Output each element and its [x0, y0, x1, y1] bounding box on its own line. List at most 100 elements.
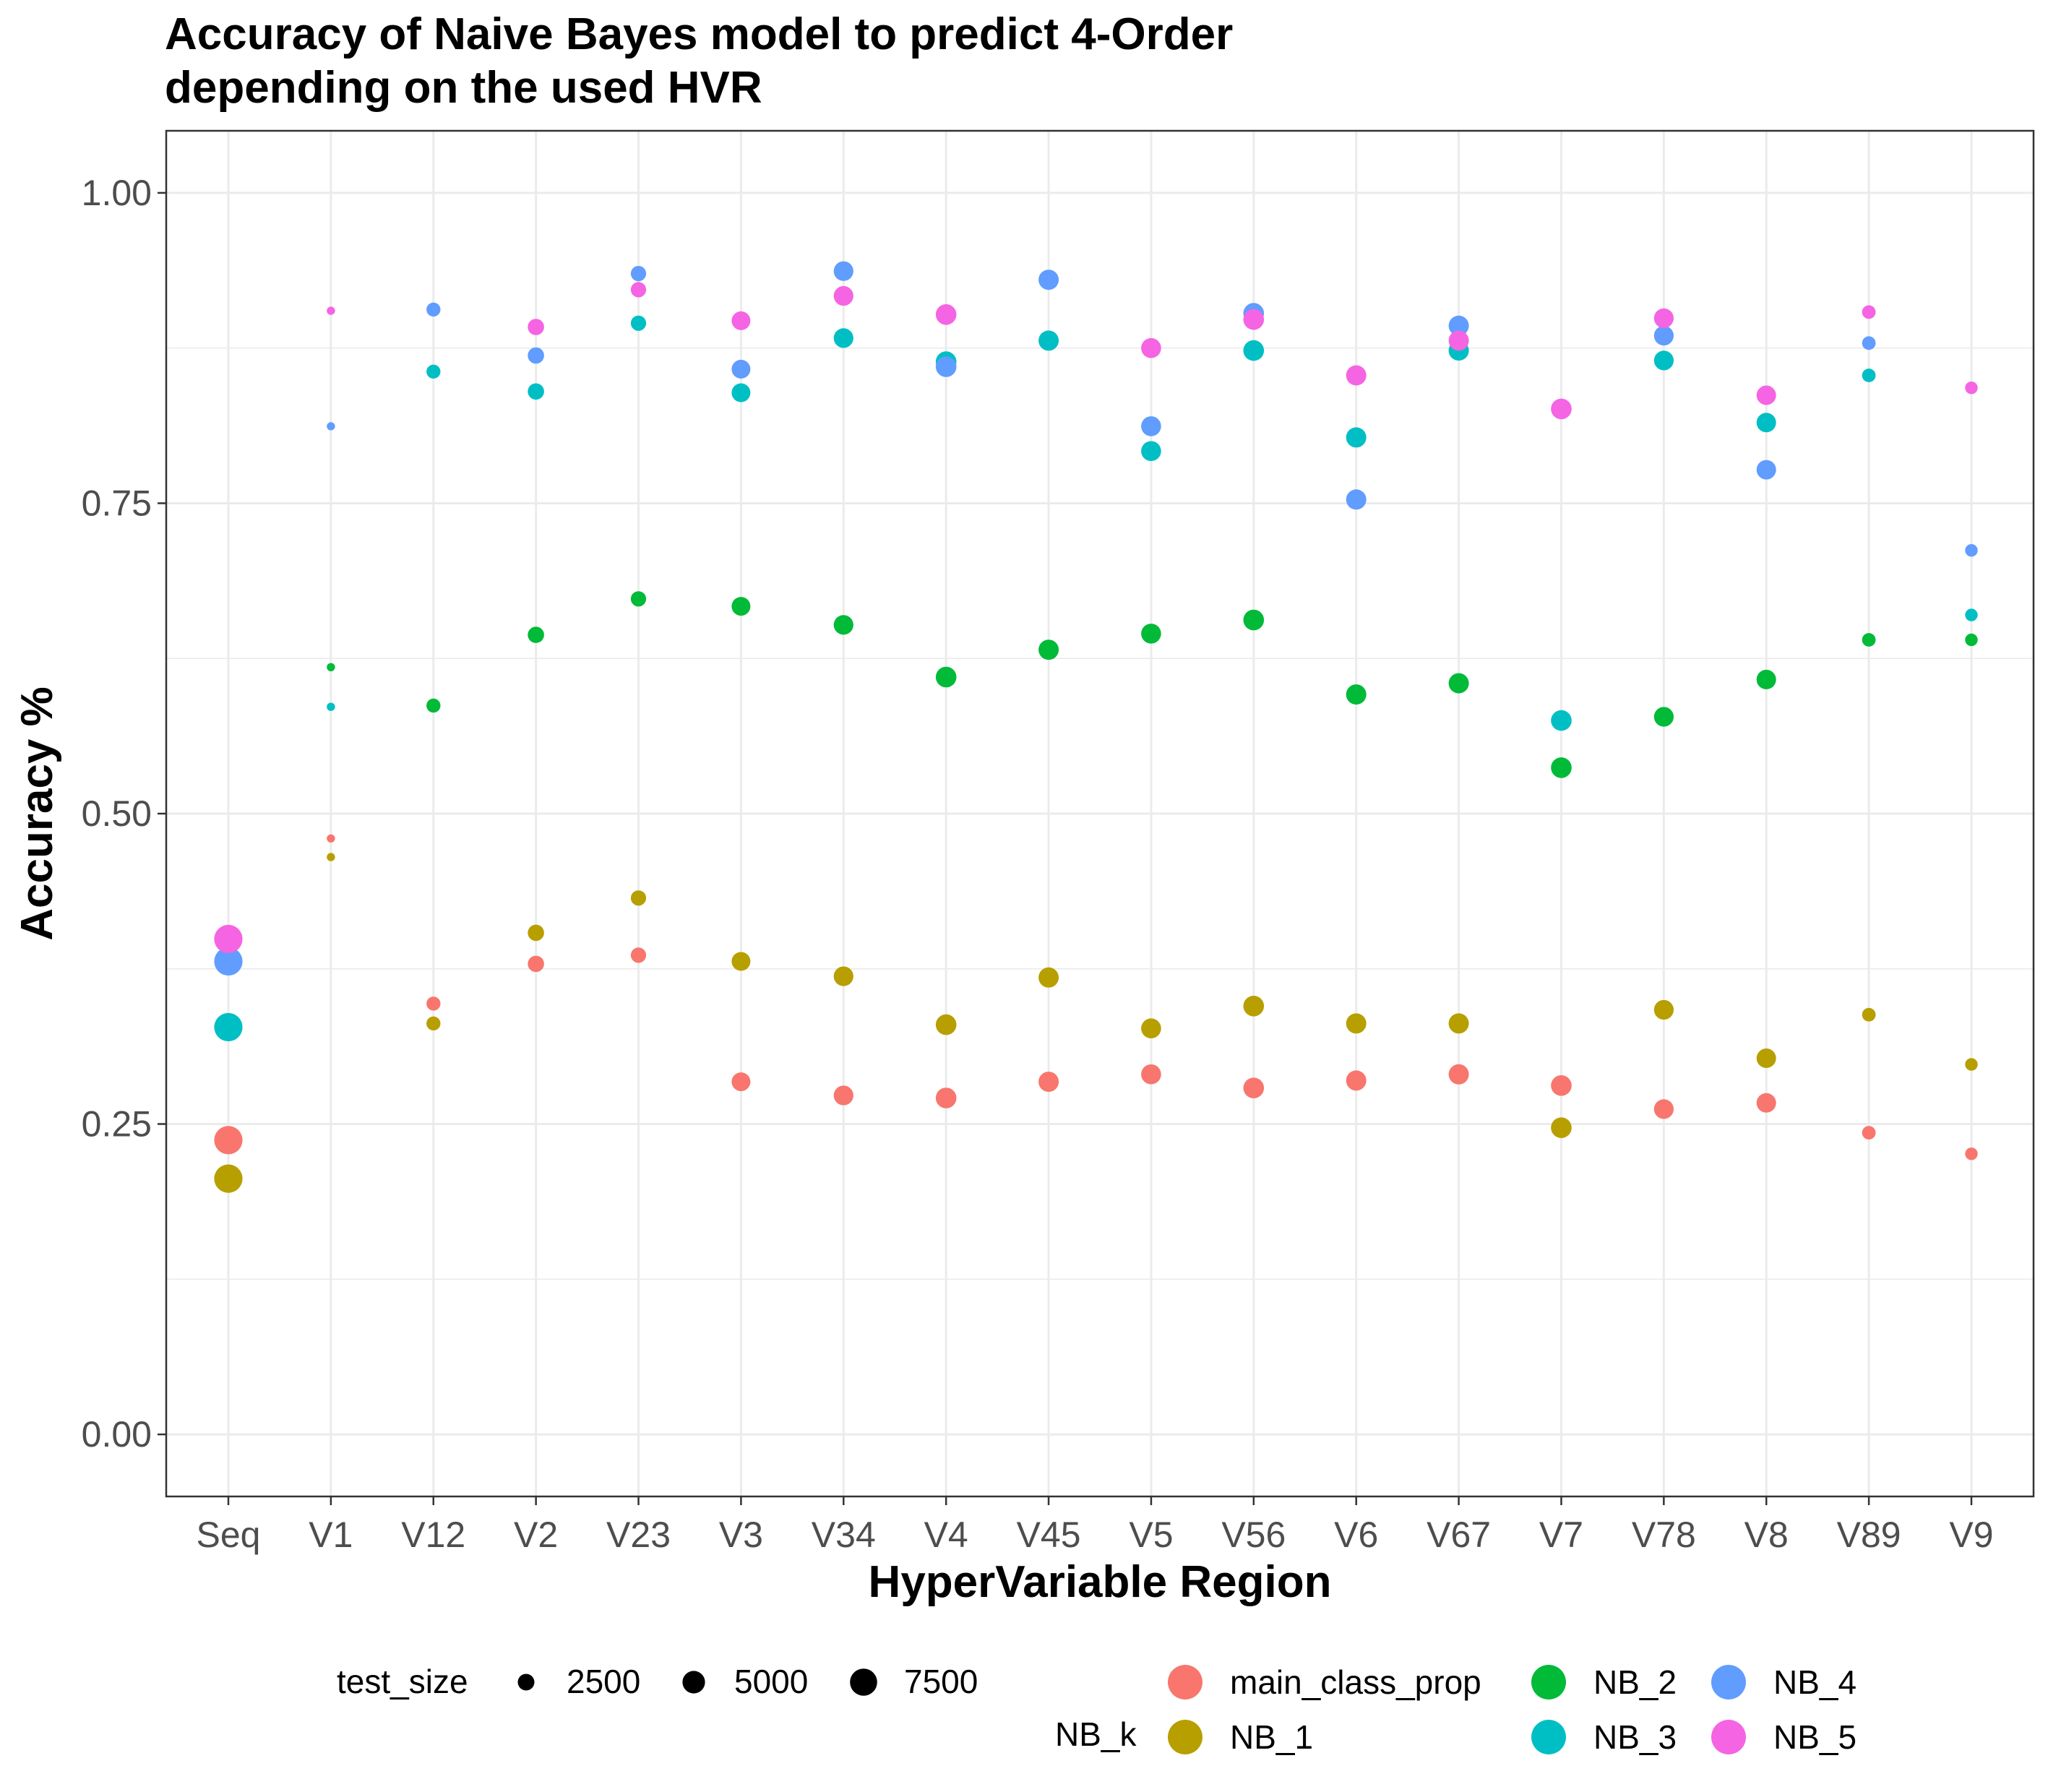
point-nb-1-v4	[935, 1014, 957, 1035]
y-tick-label: 0.50	[82, 793, 152, 834]
point-nb-2-v4	[935, 666, 957, 688]
point-nb-5-v34	[833, 285, 853, 306]
x-tick-label-v4: V4	[924, 1515, 968, 1555]
point-nb-3-v1	[327, 702, 335, 711]
size-legend-label-2500: 2500	[567, 1663, 640, 1700]
point-nb-2-v23	[630, 591, 647, 607]
x-axis-title: HyperVariable Region	[869, 1557, 1332, 1607]
point-main-class-prop-v2	[528, 955, 544, 973]
point-nb-3-v45	[1038, 330, 1059, 351]
size-legend-label-5000: 5000	[734, 1663, 808, 1700]
x-tick-label-v7: V7	[1539, 1515, 1583, 1555]
point-nb-1-v8	[1756, 1048, 1776, 1068]
point-nb-5-v6	[1346, 365, 1367, 386]
size-legend: test_size 2500 5000 7500	[337, 1663, 978, 1700]
color-legend-key-nb-2	[1531, 1665, 1566, 1700]
point-nb-1-v67	[1448, 1013, 1469, 1034]
point-nb-3-v8	[1756, 413, 1776, 433]
point-nb-4-seq	[214, 947, 243, 976]
point-nb-4-v45	[1038, 270, 1059, 290]
point-nb-1-v9	[1965, 1058, 1978, 1071]
point-nb-4-v9	[1965, 544, 1978, 557]
point-main-class-prop-v6	[1346, 1070, 1367, 1091]
x-tick-label-seq: Seq	[197, 1515, 261, 1555]
point-main-class-prop-v23	[630, 947, 647, 963]
x-tick-label-v3: V3	[719, 1515, 763, 1555]
point-nb-1-v45	[1038, 967, 1059, 988]
point-nb-5-v2	[528, 319, 544, 335]
point-nb-2-v89	[1862, 633, 1876, 647]
point-nb-1-seq	[214, 1164, 243, 1193]
color-legend-label-nb-3: NB_3	[1593, 1718, 1677, 1756]
point-main-class-prop-v12	[426, 996, 441, 1011]
point-nb-5-v4	[935, 304, 957, 325]
point-main-class-prop-v78	[1653, 1099, 1674, 1119]
point-nb-1-v12	[426, 1016, 441, 1031]
point-nb-2-v9	[1965, 633, 1978, 647]
point-nb-2-v6	[1346, 684, 1367, 705]
point-nb-4-v23	[630, 266, 647, 282]
point-nb-2-v3	[731, 597, 751, 616]
point-nb-2-v67	[1448, 673, 1469, 694]
size-legend-title: test_size	[337, 1663, 468, 1700]
x-tick-label-v9: V9	[1949, 1515, 1993, 1555]
point-main-class-prop-v8	[1756, 1093, 1776, 1113]
point-main-class-prop-v7	[1551, 1075, 1572, 1096]
point-nb-2-v7	[1551, 757, 1572, 778]
point-nb-2-v8	[1756, 669, 1776, 689]
point-nb-4-v89	[1862, 336, 1876, 350]
x-tick-label-v2: V2	[514, 1515, 558, 1555]
point-nb-4-v12	[426, 302, 441, 317]
point-nb-3-v2	[528, 383, 544, 400]
point-nb-3-v78	[1653, 350, 1674, 371]
color-legend-title: NB_k	[1055, 1715, 1137, 1753]
color-legend-key-main-class-prop	[1168, 1665, 1202, 1700]
point-nb-3-v12	[426, 364, 441, 379]
color-legend-key-nb-5	[1711, 1720, 1746, 1754]
point-main-class-prop-v34	[833, 1085, 853, 1106]
minor-gridlines	[166, 347, 2034, 1280]
y-axis: 0.00 0.25 0.50 0.75 1.00	[82, 173, 166, 1455]
color-legend-label-nb-1: NB_1	[1230, 1718, 1313, 1756]
point-nb-5-seq	[214, 924, 243, 954]
point-nb-4-v8	[1756, 460, 1776, 480]
point-nb-4-v67	[1448, 315, 1469, 336]
point-nb-5-v8	[1756, 385, 1776, 405]
x-tick-label-v8: V8	[1744, 1515, 1789, 1555]
color-legend-key-nb-4	[1711, 1665, 1746, 1700]
color-legend-key-nb-1	[1168, 1720, 1202, 1754]
y-tick-label: 1.00	[82, 173, 152, 213]
point-nb-3-v3	[731, 383, 751, 402]
point-nb-2-v34	[833, 615, 853, 635]
point-main-class-prop-v5	[1141, 1064, 1161, 1085]
point-nb-3-v5	[1141, 441, 1161, 462]
x-tick-label-v56: V56	[1221, 1515, 1286, 1555]
point-nb-5-v9	[1965, 382, 1978, 395]
point-nb-5-v5	[1141, 337, 1161, 358]
point-nb-2-v1	[327, 663, 335, 671]
size-legend-key-5000	[682, 1671, 705, 1694]
y-axis-title: Accuracy %	[12, 686, 62, 941]
color-legend-label-nb-2: NB_2	[1593, 1663, 1677, 1701]
point-nb-5-v7	[1551, 398, 1572, 420]
point-nb-3-v9	[1965, 608, 1978, 621]
point-nb-1-v78	[1653, 999, 1674, 1020]
point-nb-5-v23	[630, 282, 647, 298]
x-tick-label-v45: V45	[1017, 1515, 1081, 1555]
point-nb-2-v12	[426, 698, 441, 713]
data-points	[214, 261, 1978, 1193]
point-nb-5-v89	[1862, 305, 1876, 319]
point-nb-3-v23	[630, 315, 647, 331]
point-nb-5-v3	[731, 311, 751, 330]
x-tick-label-v34: V34	[812, 1515, 876, 1555]
point-nb-1-v23	[630, 890, 647, 906]
y-tick-label: 0.75	[82, 483, 152, 523]
point-nb-5-v1	[327, 306, 335, 315]
point-nb-3-v56	[1243, 340, 1265, 361]
x-tick-label-v6: V6	[1334, 1515, 1378, 1555]
chart-title: Accuracy of Naive Bayes model to predict…	[165, 9, 1233, 59]
point-main-class-prop-v56	[1243, 1077, 1265, 1098]
x-tick-label-v12: V12	[401, 1515, 465, 1555]
color-legend-label-nb-4: NB_4	[1773, 1663, 1856, 1701]
